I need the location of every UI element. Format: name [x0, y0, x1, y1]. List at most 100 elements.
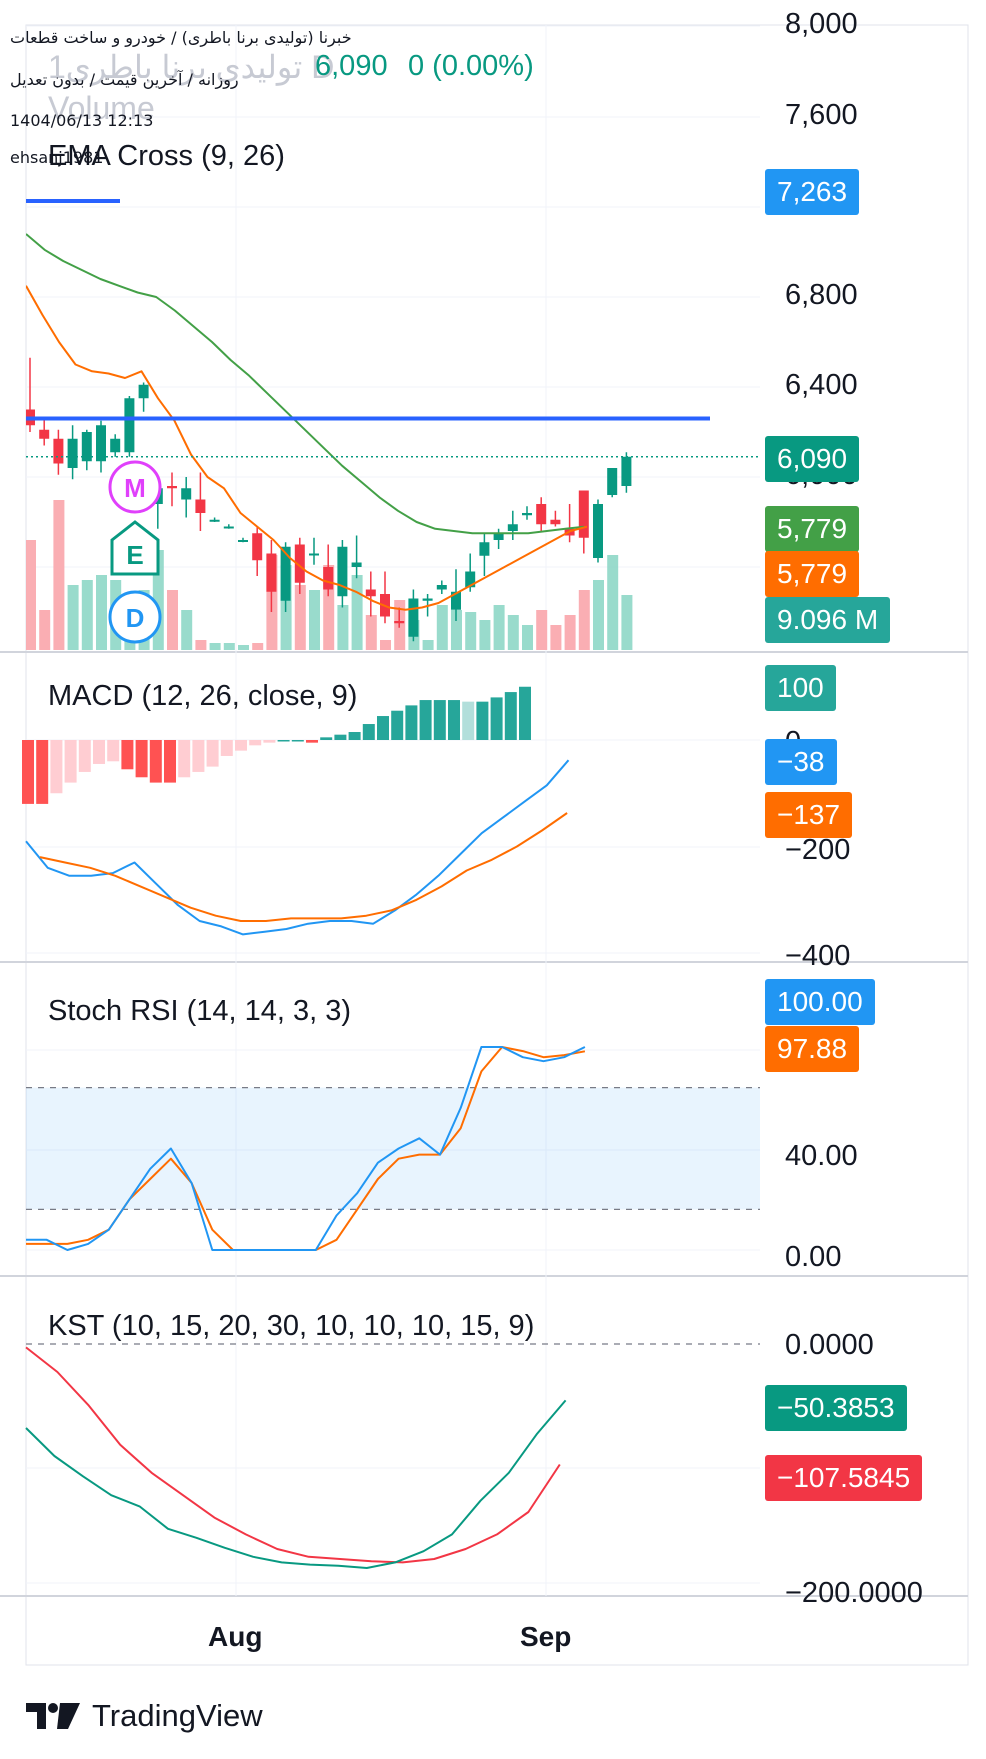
- volume-bar: [436, 605, 448, 650]
- candle-body: [53, 438, 64, 464]
- volume-bar: [607, 555, 619, 650]
- stoch-axis-label: 40.00: [785, 1140, 858, 1172]
- macd-line-pill: −38: [765, 739, 837, 785]
- volume-bar: [323, 565, 335, 650]
- candle-body: [337, 546, 348, 597]
- macd-histogram-bar: [448, 700, 460, 740]
- stoch-k-line: [26, 1046, 586, 1251]
- volume-bar: [209, 643, 221, 650]
- volume-bar: [223, 643, 235, 650]
- candle-body: [522, 513, 532, 516]
- volume-bar: [309, 590, 320, 650]
- tradingview-logo[interactable]: TradingView: [26, 1698, 263, 1734]
- m-badge: M: [108, 460, 162, 514]
- macd-histogram-bar: [504, 692, 517, 740]
- macd-histogram-bar: [249, 740, 262, 746]
- house-badge-icon: [110, 520, 160, 576]
- macd-histogram-bar: [391, 710, 404, 740]
- volume-bar: [564, 615, 576, 650]
- candle-body: [408, 598, 419, 637]
- macd-histogram-bar: [306, 740, 318, 743]
- circle-badge-icon: [108, 590, 162, 644]
- kst-axis-label: 0.0000: [785, 1329, 874, 1361]
- ema-fast-line: [26, 285, 588, 611]
- macd-signal-line: [39, 812, 568, 922]
- ghost-symbol: 1تولیدی برنا باطری D: [48, 49, 335, 85]
- e-badge: E: [110, 520, 160, 576]
- volume-bar: [167, 590, 178, 650]
- candle-body: [465, 571, 476, 588]
- macd-histogram-bar: [476, 701, 489, 740]
- volume-bar: [252, 643, 264, 650]
- candle-body: [536, 504, 547, 525]
- macd-histogram-bar: [291, 740, 304, 742]
- candle-body: [124, 398, 135, 453]
- volume-bar: [81, 580, 93, 650]
- volume-bar: [479, 620, 491, 650]
- volume-bar: [507, 615, 519, 650]
- kst-line: [25, 1399, 567, 1569]
- volume-bar: [96, 575, 107, 650]
- volume-bar: [422, 640, 434, 650]
- candle-body: [181, 488, 192, 500]
- macd-title: MACD (12, 26, close, 9): [48, 680, 358, 712]
- volume-bar: [53, 500, 65, 650]
- hline-value-pill: 7,263: [765, 169, 860, 215]
- macd-histogram-bar: [192, 740, 205, 772]
- volume-bar: [493, 605, 505, 650]
- volume-bar: [380, 640, 391, 650]
- stoch-rsi-title: Stoch RSI (14, 14, 3, 3): [48, 995, 352, 1027]
- macd-histogram-bar: [135, 740, 148, 778]
- tradingview-icon: [26, 1703, 80, 1729]
- macd-histogram-bar: [405, 705, 418, 740]
- macd-histogram-bar: [93, 740, 105, 764]
- badge-letter: M: [124, 473, 146, 503]
- macd-histogram-bar: [320, 737, 333, 740]
- datetime: 1404/06/13 12:13: [10, 111, 154, 130]
- d-badge: D: [108, 590, 162, 644]
- candle-body: [309, 553, 319, 556]
- volume-bar: [593, 580, 604, 650]
- macd-histogram-bar: [433, 700, 446, 740]
- time-axis-label: Sep: [520, 1621, 572, 1652]
- candle-body: [280, 546, 291, 601]
- candle-body: [607, 468, 618, 495]
- kst-axis-label: −200.0000: [785, 1577, 923, 1605]
- macd-histogram-bar: [277, 740, 290, 742]
- macd-histogram-bar: [377, 716, 389, 740]
- ema-slow-line: [26, 233, 585, 535]
- candle-body: [209, 519, 220, 522]
- volume-bar: [522, 625, 533, 650]
- candle-body: [365, 589, 376, 597]
- ghost-volume: Volume: [48, 90, 155, 126]
- macd-histogram-bar: [36, 740, 49, 804]
- candle-body: [493, 533, 504, 540]
- candle-body: [238, 540, 248, 542]
- macd-histogram-bar: [78, 740, 91, 772]
- volume-bar: [152, 550, 164, 650]
- macd-line: [25, 759, 570, 936]
- volume-bar: [26, 540, 36, 650]
- price-axis-label: 6,400: [785, 369, 858, 401]
- volume-bar: [181, 610, 193, 650]
- macd-axis-label: −200: [785, 834, 851, 866]
- macd-histogram-bar: [178, 740, 191, 778]
- candle-body: [621, 456, 632, 486]
- macd-histogram-bar: [362, 724, 375, 740]
- volume-bar: [238, 645, 249, 650]
- candle-body: [138, 384, 149, 399]
- macd-histogram-bar: [263, 740, 276, 743]
- candle-body: [578, 490, 589, 538]
- macd-histogram-bar: [334, 734, 347, 740]
- kst-signal-pill: −107.5845: [765, 1455, 923, 1501]
- price-axis-label: 7,600: [785, 99, 858, 131]
- volume-bar: [451, 610, 462, 650]
- volume-bar: [67, 585, 79, 650]
- candle-body: [81, 432, 92, 462]
- candle-body: [436, 585, 447, 590]
- circle-badge-icon: [108, 460, 162, 514]
- candle-body: [451, 591, 461, 610]
- macd-histogram-bar: [107, 740, 120, 762]
- macd-histogram-bar: [164, 740, 176, 783]
